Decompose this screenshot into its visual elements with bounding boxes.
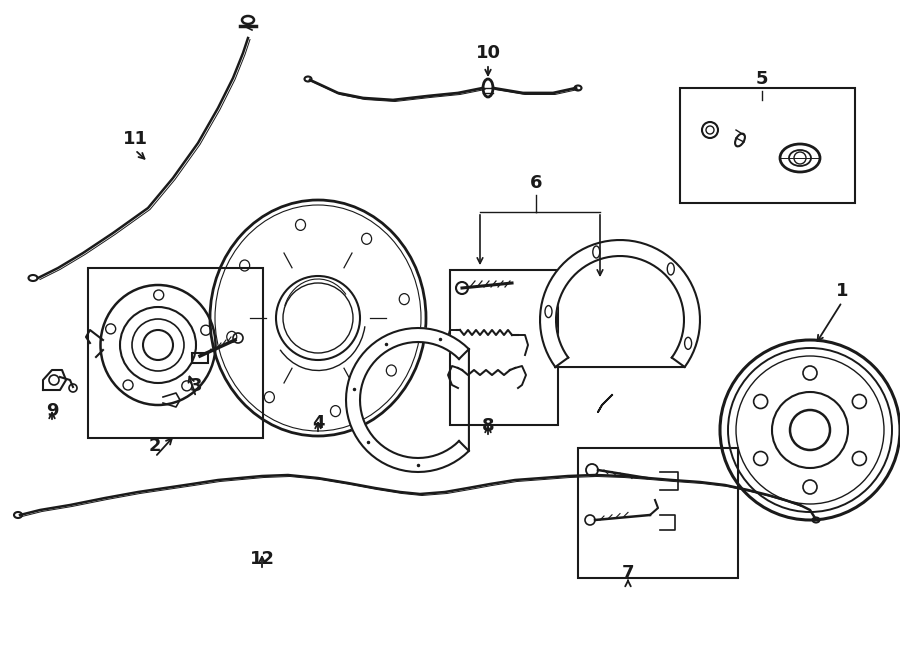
Bar — [680, 88, 855, 203]
Text: 1: 1 — [836, 282, 848, 300]
Bar — [88, 268, 263, 438]
Text: 10: 10 — [475, 44, 500, 62]
Bar — [450, 270, 558, 425]
Text: 6: 6 — [530, 174, 542, 192]
Text: 4: 4 — [311, 414, 324, 432]
Bar — [578, 448, 738, 578]
Text: 9: 9 — [46, 402, 58, 420]
Text: 12: 12 — [249, 550, 274, 568]
Text: 7: 7 — [622, 564, 634, 582]
Text: 3: 3 — [190, 377, 203, 395]
Text: 8: 8 — [482, 417, 494, 435]
Text: 5: 5 — [756, 70, 769, 88]
Text: 2: 2 — [148, 437, 161, 455]
Polygon shape — [346, 328, 469, 472]
Text: 11: 11 — [122, 130, 148, 148]
Polygon shape — [540, 240, 700, 367]
